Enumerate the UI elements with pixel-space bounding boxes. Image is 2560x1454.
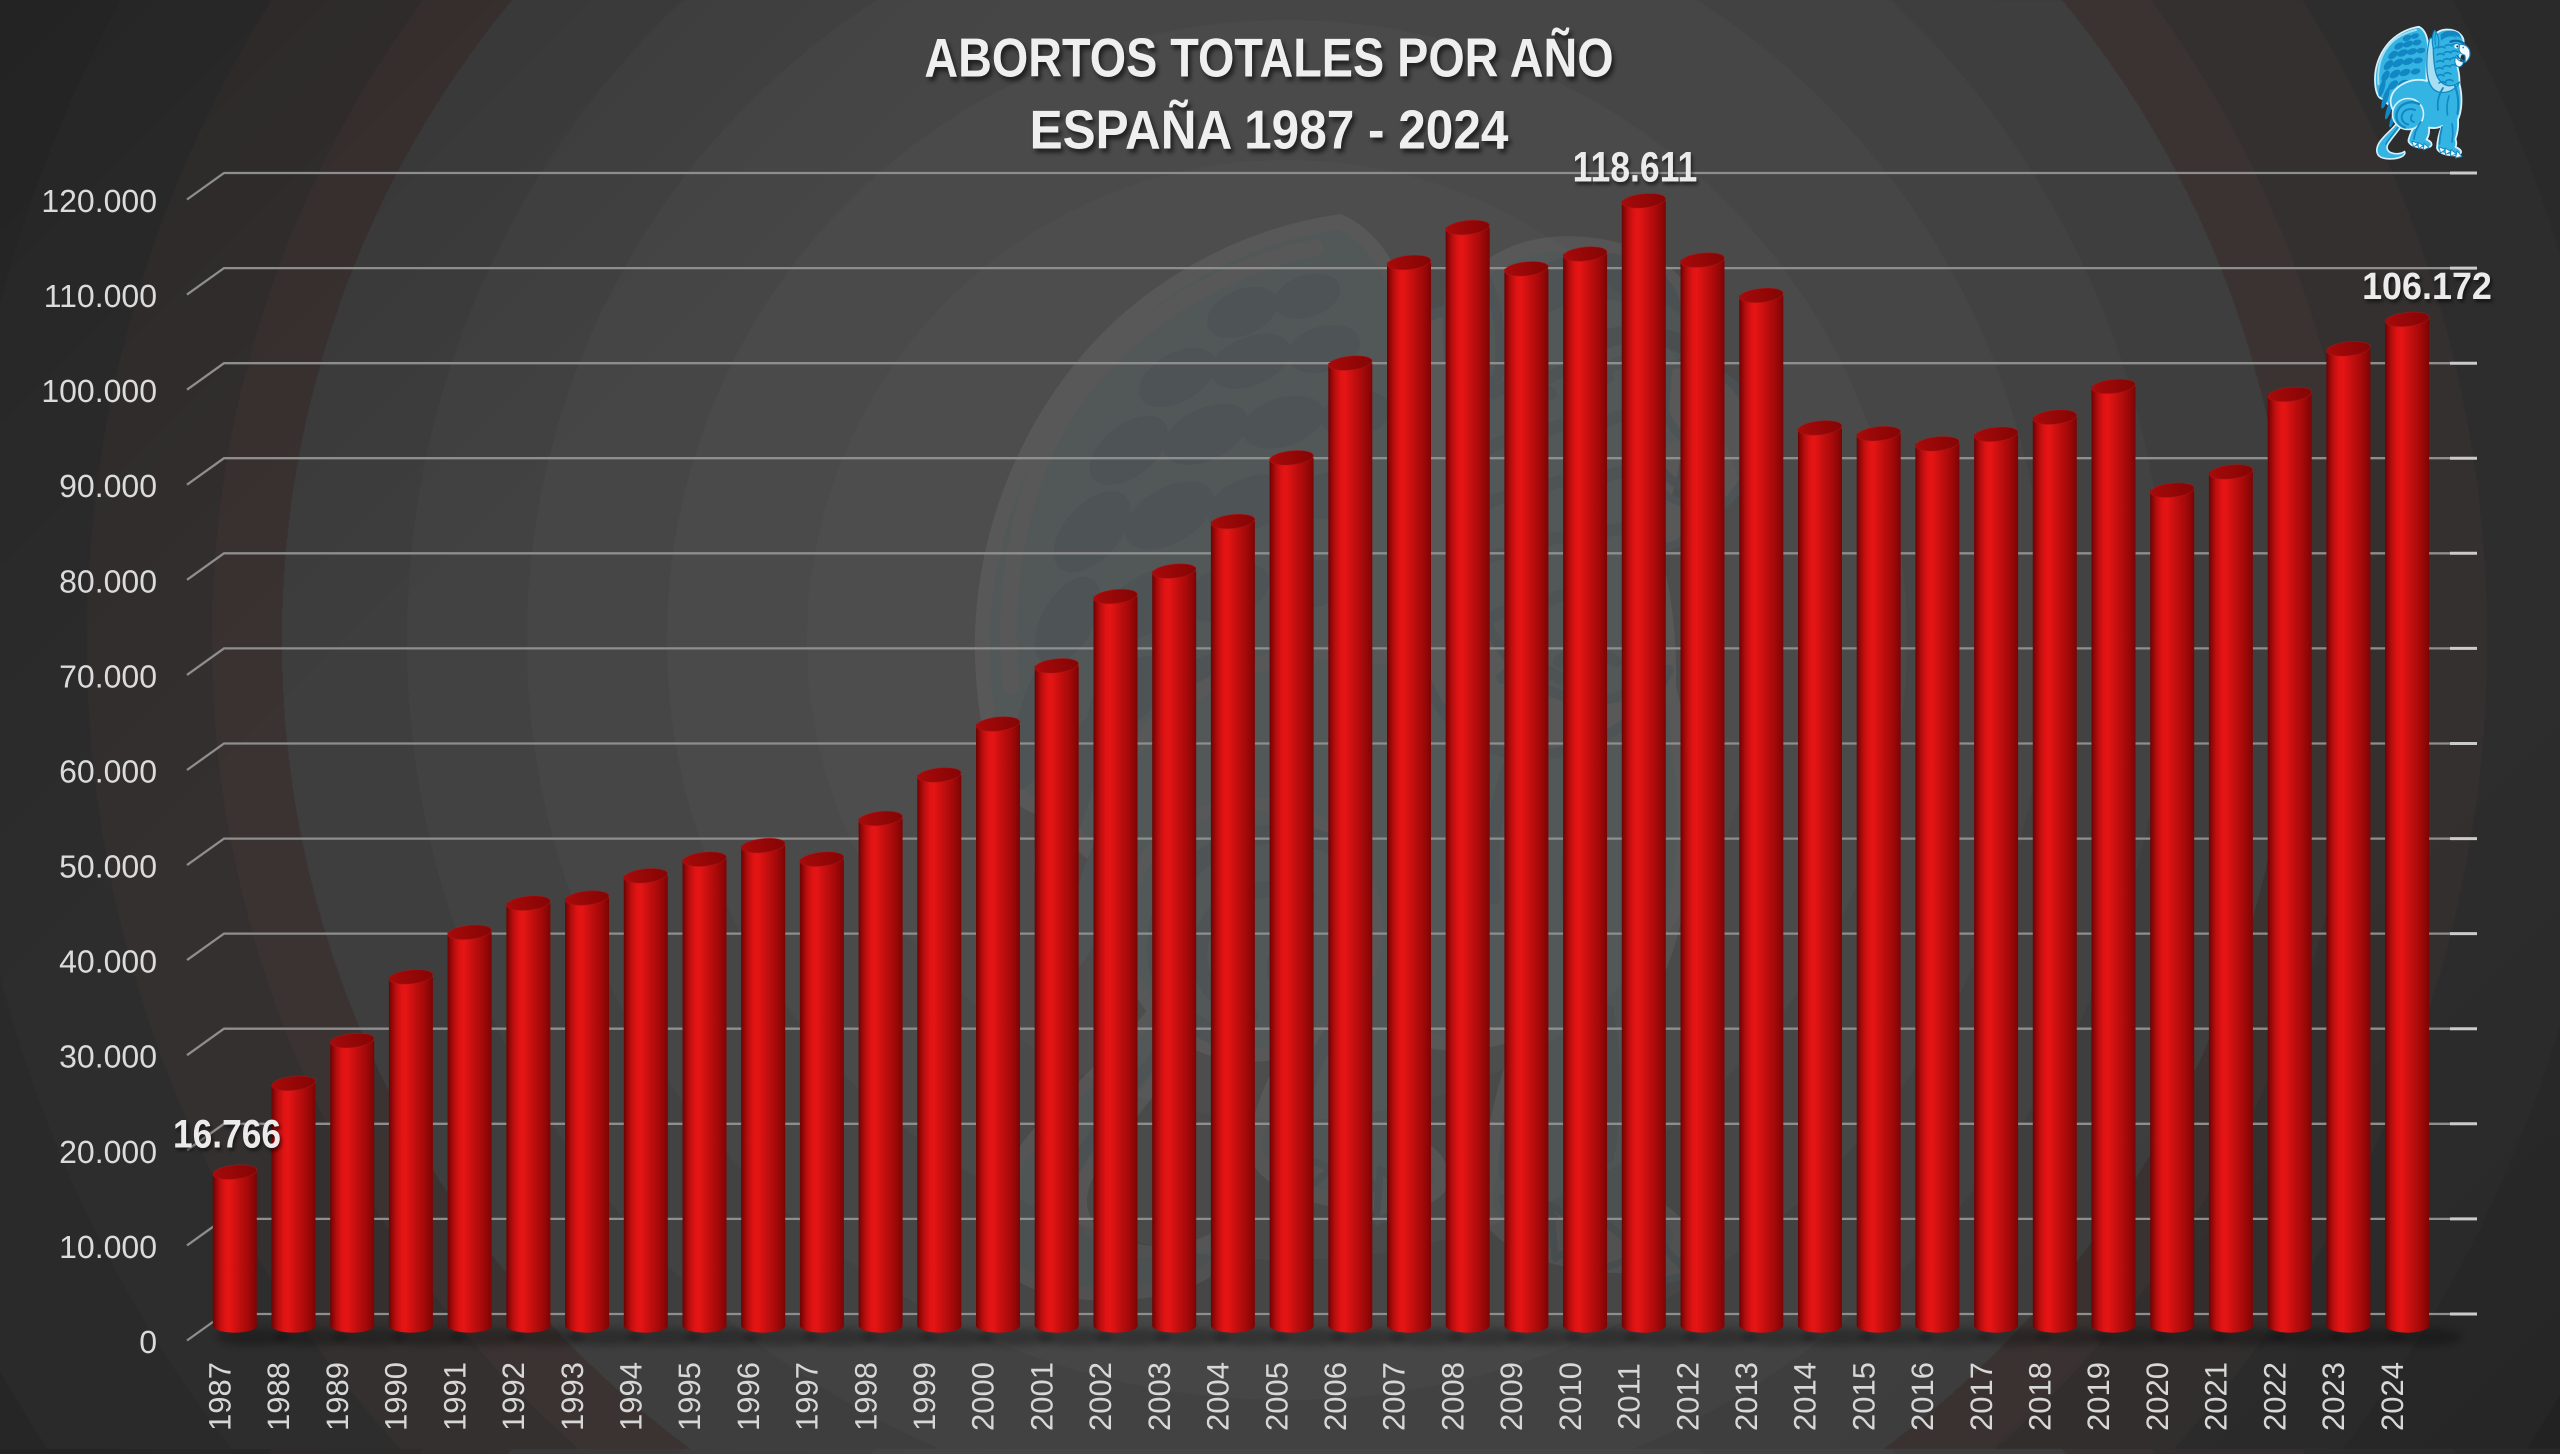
svg-text:50.000: 50.000	[59, 849, 157, 885]
svg-text:2015: 2015	[1846, 1362, 1881, 1431]
svg-text:2016: 2016	[1905, 1362, 1940, 1431]
svg-text:1995: 1995	[672, 1362, 707, 1431]
svg-text:1999: 1999	[907, 1362, 942, 1431]
svg-text:1993: 1993	[555, 1362, 590, 1431]
svg-text:2007: 2007	[1377, 1362, 1412, 1431]
svg-text:1988: 1988	[261, 1362, 296, 1431]
svg-text:2014: 2014	[1788, 1362, 1823, 1431]
svg-text:1992: 1992	[496, 1362, 531, 1431]
svg-text:1994: 1994	[614, 1362, 649, 1431]
svg-text:2005: 2005	[1259, 1362, 1294, 1431]
svg-text:2006: 2006	[1318, 1362, 1353, 1431]
svg-text:10.000: 10.000	[59, 1229, 157, 1265]
svg-text:2013: 2013	[1729, 1362, 1764, 1431]
svg-text:2002: 2002	[1083, 1362, 1118, 1431]
svg-text:2021: 2021	[2199, 1362, 2234, 1431]
svg-text:100.000: 100.000	[41, 373, 157, 409]
svg-text:2024: 2024	[2375, 1362, 2410, 1431]
svg-text:40.000: 40.000	[59, 944, 157, 980]
svg-text:2004: 2004	[1201, 1362, 1236, 1431]
svg-text:2019: 2019	[2081, 1362, 2116, 1431]
svg-text:1996: 1996	[731, 1362, 766, 1431]
svg-text:1989: 1989	[320, 1362, 355, 1431]
svg-text:80.000: 80.000	[59, 563, 157, 599]
svg-text:0: 0	[139, 1324, 157, 1360]
svg-text:120.000: 120.000	[41, 183, 157, 219]
svg-text:110.000: 110.000	[44, 278, 157, 314]
svg-text:60.000: 60.000	[59, 754, 157, 790]
svg-text:30.000: 30.000	[59, 1039, 157, 1075]
svg-text:1991: 1991	[437, 1362, 472, 1431]
svg-text:2017: 2017	[1964, 1362, 1999, 1431]
svg-text:2003: 2003	[1142, 1362, 1177, 1431]
svg-text:20.000: 20.000	[59, 1134, 157, 1170]
svg-text:2011: 2011	[1612, 1363, 1647, 1430]
svg-text:2009: 2009	[1494, 1362, 1529, 1431]
svg-text:2018: 2018	[2023, 1362, 2058, 1431]
svg-text:1997: 1997	[790, 1362, 825, 1431]
svg-text:2020: 2020	[2140, 1362, 2175, 1431]
svg-text:2012: 2012	[1670, 1362, 1705, 1431]
svg-text:2023: 2023	[2316, 1362, 2351, 1431]
svg-text:90.000: 90.000	[59, 468, 157, 504]
svg-text:70.000: 70.000	[59, 658, 157, 694]
svg-text:1998: 1998	[848, 1362, 883, 1431]
svg-text:2008: 2008	[1435, 1362, 1470, 1431]
svg-text:1987: 1987	[203, 1362, 238, 1431]
svg-text:2001: 2001	[1024, 1362, 1059, 1431]
svg-text:1990: 1990	[379, 1362, 414, 1431]
svg-text:2010: 2010	[1553, 1362, 1588, 1431]
svg-text:2022: 2022	[2257, 1362, 2292, 1431]
svg-text:2000: 2000	[966, 1362, 1001, 1431]
